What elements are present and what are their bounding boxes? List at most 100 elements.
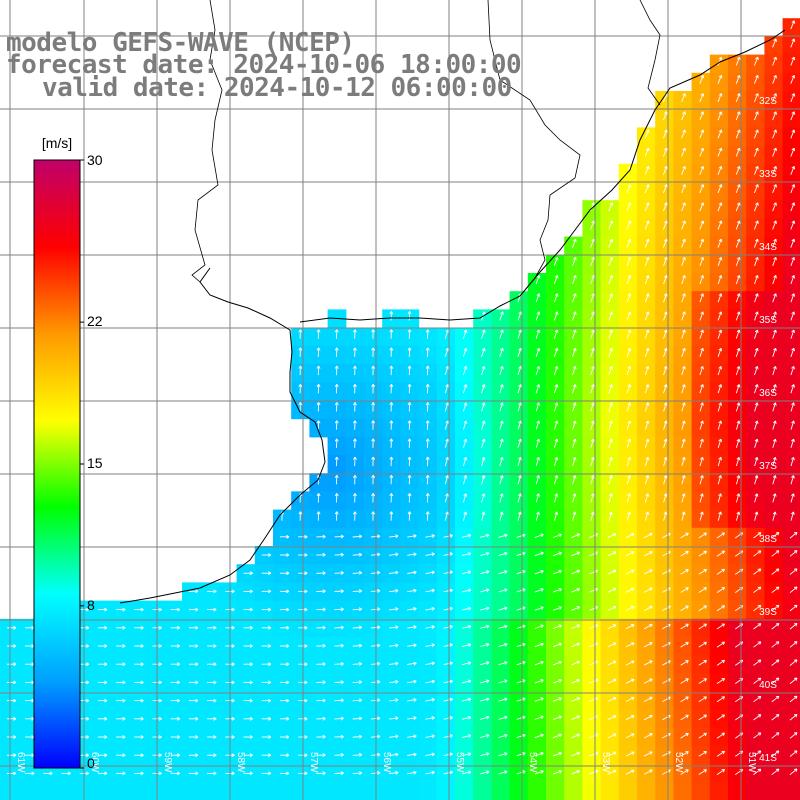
wind-arrow xyxy=(425,625,435,629)
speed-cell xyxy=(436,691,456,711)
speed-cell xyxy=(655,109,674,128)
wind-arrow xyxy=(480,533,490,538)
wind-arrow xyxy=(680,641,689,648)
wind-arrow xyxy=(170,753,181,758)
speed-cell xyxy=(600,218,620,238)
wind-arrow xyxy=(316,753,326,757)
wind-arrow xyxy=(626,220,632,230)
wind-arrow xyxy=(134,771,144,776)
colorbar-tick-label: 22 xyxy=(87,313,103,329)
speed-cell xyxy=(436,655,456,674)
speed-cell xyxy=(655,309,674,329)
wind-arrow xyxy=(590,238,595,248)
wind-arrow xyxy=(571,569,581,575)
speed-cell xyxy=(564,655,583,674)
wind-arrow xyxy=(607,624,617,630)
wind-arrow xyxy=(425,534,435,538)
speed-cell xyxy=(527,509,547,529)
wind-arrow xyxy=(353,474,357,485)
speed-cell xyxy=(746,509,765,529)
wind-arrow xyxy=(790,438,795,448)
wind-arrow xyxy=(790,402,795,412)
speed-cell xyxy=(655,418,674,438)
speed-cell xyxy=(673,782,693,800)
speed-cell xyxy=(564,709,583,729)
wind-arrow xyxy=(680,550,689,557)
speed-cell xyxy=(709,273,729,292)
wind-arrow xyxy=(481,420,486,430)
wind-arrow xyxy=(480,715,490,720)
wind-arrow xyxy=(261,680,272,685)
wind-arrow xyxy=(699,93,705,103)
speed-cell xyxy=(746,273,765,292)
wind-arrow xyxy=(772,56,777,66)
wind-arrow xyxy=(790,147,796,157)
wind-arrow xyxy=(407,365,412,376)
wind-arrow xyxy=(771,714,780,721)
speed-cell xyxy=(436,673,456,693)
wind-arrow xyxy=(443,752,454,757)
wind-arrow xyxy=(461,679,472,684)
speed-cell xyxy=(709,236,729,256)
wind-arrow xyxy=(552,697,562,702)
wind-arrow xyxy=(535,402,541,412)
wind-arrow xyxy=(735,329,741,339)
speed-cell xyxy=(473,637,492,656)
speed-cell xyxy=(473,436,492,456)
wind-arrow xyxy=(607,733,617,739)
wind-arrow xyxy=(625,642,635,648)
wind-arrow xyxy=(353,438,357,448)
speed-cell xyxy=(564,673,583,693)
wind-arrow xyxy=(517,511,522,521)
wind-arrow xyxy=(370,570,381,575)
speed-cell xyxy=(709,54,729,74)
wind-arrow xyxy=(371,456,376,467)
wind-arrow xyxy=(643,714,653,721)
speed-cell xyxy=(637,473,656,492)
wind-arrow xyxy=(207,680,217,685)
wind-arrow xyxy=(590,347,595,357)
speed-cell xyxy=(691,345,711,365)
wind-arrow xyxy=(571,606,581,611)
wind-arrow xyxy=(681,256,686,266)
wind-arrow xyxy=(753,714,762,721)
wind-arrow xyxy=(516,697,526,702)
wind-arrow xyxy=(425,347,430,357)
wind-arrow xyxy=(716,678,726,684)
wind-arrow xyxy=(681,311,686,321)
speed-cell xyxy=(691,182,711,201)
speed-cell xyxy=(0,782,19,800)
wind-arrow xyxy=(188,771,199,776)
wind-arrow xyxy=(699,202,705,212)
speed-cell xyxy=(491,527,511,547)
wind-arrow xyxy=(498,770,508,775)
wind-arrow xyxy=(389,438,394,448)
wind-arrow xyxy=(499,311,504,321)
wind-arrow xyxy=(771,623,780,630)
wind-arrow xyxy=(717,384,723,394)
wind-arrow xyxy=(590,220,595,230)
speed-cell xyxy=(491,673,511,693)
wind-arrow xyxy=(789,604,798,612)
wind-arrow xyxy=(534,715,544,720)
speed-cell xyxy=(728,728,747,747)
wind-arrow xyxy=(370,643,381,648)
wind-arrow xyxy=(625,587,635,593)
wind-arrow xyxy=(644,456,650,467)
wind-arrow xyxy=(735,366,741,376)
wind-arrow xyxy=(644,384,650,394)
wind-arrow xyxy=(389,698,399,702)
speed-cell xyxy=(473,582,492,602)
wind-arrow xyxy=(590,366,595,376)
wind-arrow xyxy=(735,129,741,139)
wind-arrow xyxy=(389,474,394,485)
wind-arrow xyxy=(681,438,686,448)
wind-arrow xyxy=(134,735,144,739)
speed-cell xyxy=(655,400,674,420)
speed-cell xyxy=(691,618,711,638)
speed-cell xyxy=(637,764,656,784)
speed-cell xyxy=(637,273,656,292)
speed-cell xyxy=(691,691,711,711)
speed-cell xyxy=(564,364,583,383)
